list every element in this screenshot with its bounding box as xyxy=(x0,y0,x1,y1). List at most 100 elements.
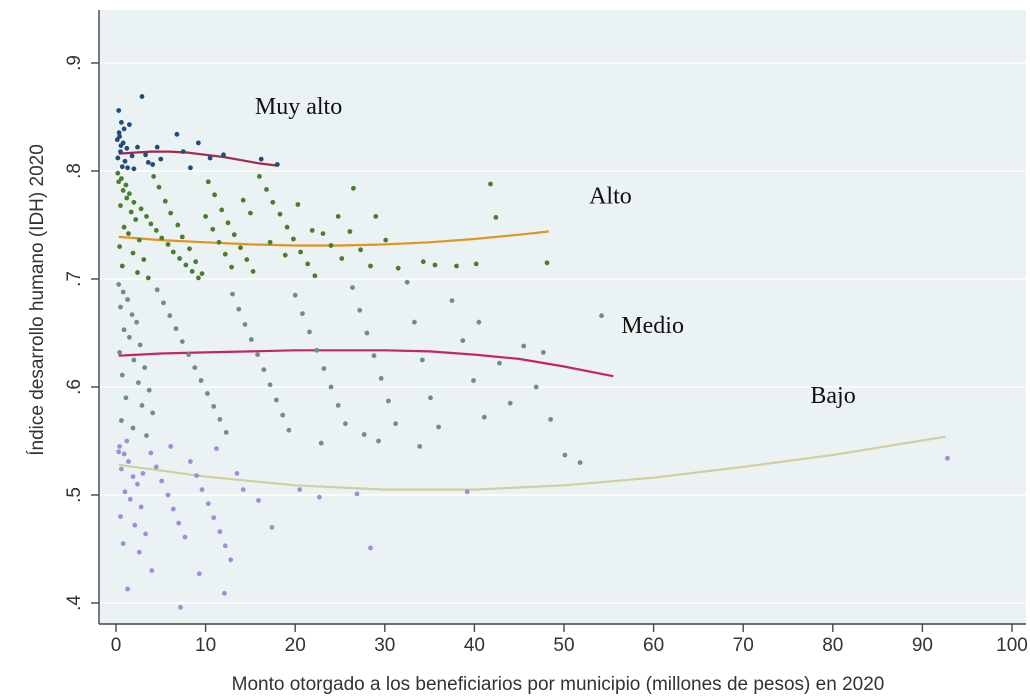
point-medio-57 xyxy=(393,421,398,427)
point-alto-47 xyxy=(383,237,389,243)
point-bajo-12 xyxy=(120,541,126,546)
trend-line-bajo xyxy=(118,435,946,491)
point-bajo-27 xyxy=(222,543,228,549)
point-medio-22 xyxy=(161,300,166,306)
point-medio-45 xyxy=(307,329,312,335)
point-alto-33 xyxy=(264,187,269,192)
point-alto-67 xyxy=(170,249,176,255)
x-tick-label-9: 90 xyxy=(912,635,933,656)
x-tick-label-5: 50 xyxy=(553,635,574,656)
point-medio-19 xyxy=(130,425,136,431)
point-bajo-46 xyxy=(116,449,122,455)
point-alto-50 xyxy=(432,262,438,268)
point-medio-49 xyxy=(335,403,341,408)
point-medio-72 xyxy=(541,350,546,355)
x-tick-label-10: 100 xyxy=(996,635,1028,656)
point-alto-61 xyxy=(138,206,144,212)
annotation-alto: Alto xyxy=(589,183,632,209)
point-alto-46 xyxy=(368,263,373,269)
point-muy-alto-17 xyxy=(180,149,186,155)
point-alto-83 xyxy=(335,214,341,219)
point-alto-44 xyxy=(351,185,356,191)
point-bajo-48 xyxy=(945,455,950,461)
point-alto-68 xyxy=(177,256,183,261)
point-bajo-0 xyxy=(117,444,122,449)
point-bajo-1 xyxy=(121,451,127,457)
point-bajo-32 xyxy=(269,525,275,530)
point-muy-alto-6 xyxy=(118,149,123,155)
point-alto-11 xyxy=(141,257,147,262)
point-alto-52 xyxy=(473,261,479,267)
point-medio-76 xyxy=(599,313,604,319)
point-muy-alto-19 xyxy=(207,155,213,161)
point-alto-74 xyxy=(216,239,222,245)
point-alto-8 xyxy=(136,237,142,243)
point-alto-70 xyxy=(189,269,195,274)
point-medio-53 xyxy=(364,330,370,336)
point-medio-60 xyxy=(420,357,425,363)
point-medio-27 xyxy=(192,365,198,370)
point-medio-62 xyxy=(436,424,441,430)
point-bajo-9 xyxy=(118,514,123,519)
annotation-muy-alto: Muy alto xyxy=(255,94,342,120)
point-bajo-42 xyxy=(149,568,155,573)
point-medio-47 xyxy=(321,366,327,371)
point-alto-41 xyxy=(320,231,326,237)
point-alto-39 xyxy=(305,261,311,267)
point-muy-alto-29 xyxy=(114,137,120,143)
point-alto-5 xyxy=(133,217,139,223)
point-alto-0 xyxy=(116,179,122,185)
point-medio-43 xyxy=(292,292,298,298)
point-bajo-25 xyxy=(211,515,217,521)
point-alto-49 xyxy=(420,259,426,265)
point-medio-20 xyxy=(144,433,149,438)
point-muy-alto-2 xyxy=(121,126,127,132)
x-tick-label-3: 30 xyxy=(374,635,395,656)
point-muy-alto-18 xyxy=(196,140,201,146)
point-medio-23 xyxy=(167,313,173,319)
y-axis-title: Índice desarrollo humano (IDH) 2020 xyxy=(27,144,48,456)
point-alto-15 xyxy=(151,174,157,179)
point-muy-alto-9 xyxy=(115,155,121,161)
point-alto-58 xyxy=(123,182,129,188)
x-tick-label-4: 40 xyxy=(464,635,485,656)
point-alto-79 xyxy=(267,239,273,245)
point-medio-68 xyxy=(497,360,502,366)
point-medio-26 xyxy=(186,352,192,357)
point-medio-37 xyxy=(255,352,260,357)
y-tick-label-0: .4 xyxy=(64,595,85,611)
point-alto-7 xyxy=(126,231,131,237)
point-alto-29 xyxy=(238,245,243,251)
group-annotations: Muy alto Alto Medio Bajo xyxy=(255,94,856,409)
axes: 0 10 20 30 40 50 60 70 80 90 100 .4 .5 .6 .7 .8 .9 xyxy=(64,10,1028,656)
point-medio-29 xyxy=(205,391,210,396)
point-bajo-7 xyxy=(127,496,133,502)
point-alto-69 xyxy=(183,262,189,268)
point-medio-6 xyxy=(121,327,127,333)
point-alto-51 xyxy=(454,263,459,269)
point-bajo-5 xyxy=(135,481,140,487)
point-medio-16 xyxy=(139,403,145,408)
point-medio-61 xyxy=(428,395,433,401)
point-muy-alto-25 xyxy=(131,166,137,172)
point-bajo-11 xyxy=(143,531,149,537)
trend-line-alto xyxy=(118,230,549,247)
point-alto-27 xyxy=(225,220,231,226)
point-medio-35 xyxy=(242,322,248,327)
point-alto-30 xyxy=(244,257,250,262)
point-alto-13 xyxy=(135,270,140,275)
point-bajo-22 xyxy=(194,473,200,478)
point-medio-59 xyxy=(412,319,417,325)
point-alto-2 xyxy=(124,195,130,201)
y-tick-label-3: .7 xyxy=(64,271,85,287)
point-alto-59 xyxy=(126,191,132,197)
point-bajo-14 xyxy=(148,450,154,456)
point-medio-18 xyxy=(119,418,124,423)
point-medio-74 xyxy=(577,460,583,465)
point-medio-8 xyxy=(137,342,143,348)
point-alto-4 xyxy=(128,209,134,215)
point-alto-73 xyxy=(210,226,216,232)
point-medio-21 xyxy=(154,287,160,293)
point-medio-63 xyxy=(449,298,455,303)
